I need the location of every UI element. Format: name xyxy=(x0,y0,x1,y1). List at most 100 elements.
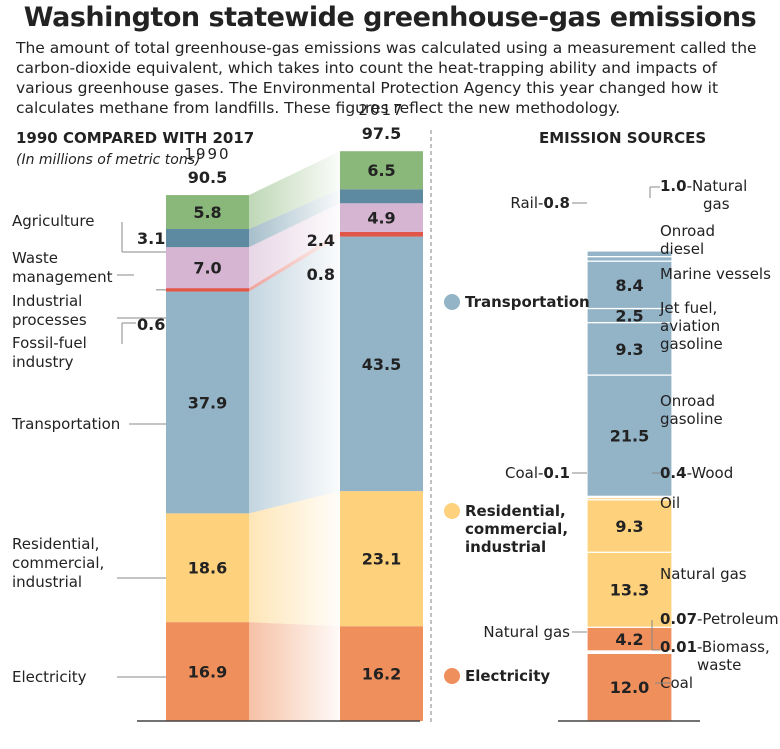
bar-segment xyxy=(340,231,423,237)
connector-band xyxy=(249,236,340,514)
source-segment xyxy=(586,260,673,310)
connector-band xyxy=(249,491,340,627)
year-label: 2017 xyxy=(358,101,404,119)
data-label: 12.0 xyxy=(610,678,649,697)
legend-label: Transportation xyxy=(465,293,590,311)
data-label: 8.4 xyxy=(615,276,643,295)
source-label: 0.4-Wood xyxy=(660,464,733,482)
source-label: Natural gas xyxy=(660,565,747,583)
data-label: 7.0 xyxy=(193,259,221,278)
data-label: 2.4 xyxy=(307,231,335,250)
source-label: Onroad xyxy=(660,392,715,410)
data-label: 16.9 xyxy=(188,663,227,682)
source-segment xyxy=(586,250,673,258)
category-label: Electricity xyxy=(12,668,87,686)
data-label: 23.1 xyxy=(362,550,401,569)
category-label: industry xyxy=(12,353,74,371)
total-label: 97.5 xyxy=(362,124,401,143)
category-label: Agriculture xyxy=(12,212,95,230)
data-label: 6.5 xyxy=(367,161,395,180)
data-label: 16.2 xyxy=(362,665,401,684)
data-label: 13.3 xyxy=(610,581,649,600)
source-label: gas xyxy=(703,195,730,213)
legend-swatch xyxy=(444,503,460,519)
category-label: commercial, xyxy=(12,554,104,572)
legend-label: Residential, xyxy=(465,502,566,520)
source-label: Natural gas xyxy=(483,623,570,641)
bar-segment xyxy=(166,513,249,623)
data-label: 9.3 xyxy=(615,340,643,359)
bar-segment xyxy=(340,236,423,492)
year-label: 1990 xyxy=(184,145,230,163)
bar-segment xyxy=(166,288,249,292)
data-label: 4.2 xyxy=(615,630,643,649)
source-segment xyxy=(586,499,673,553)
source-segment xyxy=(586,322,673,376)
source-label: aviation xyxy=(660,317,720,335)
connector-band xyxy=(249,189,340,248)
connector-band xyxy=(249,203,340,289)
data-label: 5.8 xyxy=(193,203,221,222)
data-label: 21.5 xyxy=(610,427,649,446)
source-label: Onroad xyxy=(660,222,715,240)
source-label: gasoline xyxy=(660,335,723,353)
source-segment xyxy=(586,374,673,497)
data-label: 0.8 xyxy=(307,265,335,284)
source-label: Jet fuel, xyxy=(659,299,717,317)
legend-swatch xyxy=(444,668,460,684)
connector-band xyxy=(249,151,340,230)
source-label: waste xyxy=(697,656,741,674)
category-label: Fossil-fuel xyxy=(12,334,87,352)
source-segment xyxy=(586,652,673,722)
data-label: 43.5 xyxy=(362,355,401,374)
chart-subtitle: The amount of total greenhouse-gas emiss… xyxy=(16,39,757,117)
source-label: 0.01-Biomass, xyxy=(660,638,770,656)
category-label: industrial xyxy=(12,573,82,591)
source-label: 1.0-Natural xyxy=(660,177,747,195)
data-label: 3.1 xyxy=(137,229,165,248)
source-label: gasoline xyxy=(660,410,723,428)
left-section-heading: 1990 COMPARED WITH 2017 xyxy=(16,129,255,147)
bar-segment xyxy=(166,229,249,248)
source-label: Oil xyxy=(660,494,680,512)
category-label: management xyxy=(12,268,113,286)
data-label: 9.3 xyxy=(615,517,643,536)
bar-segment xyxy=(340,626,423,721)
legend-label: Electricity xyxy=(465,667,550,685)
category-label: Industrial xyxy=(12,292,82,310)
category-label: processes xyxy=(12,311,87,329)
source-label: diesel xyxy=(660,240,704,258)
source-label: Coal-0.1 xyxy=(505,464,570,482)
legend-label: commercial, xyxy=(465,520,568,538)
bar-segment xyxy=(166,247,249,289)
source-label: Coal xyxy=(660,674,693,692)
units-note: (In millions of metric tons) xyxy=(16,152,201,168)
data-label: 37.9 xyxy=(188,393,227,412)
data-label: 2.5 xyxy=(615,307,643,326)
bar-segment xyxy=(166,622,249,721)
source-label: 0.07-Petroleum xyxy=(660,610,779,628)
data-label: 4.9 xyxy=(367,209,395,228)
category-label: Residential, xyxy=(12,535,99,553)
bar-segment xyxy=(340,491,423,627)
source-segment xyxy=(586,551,673,628)
source-label: Marine vessels xyxy=(660,265,771,283)
data-label: 18.6 xyxy=(188,559,227,578)
total-label: 90.5 xyxy=(188,168,227,187)
legend-swatch xyxy=(444,294,460,310)
legend-label: industrial xyxy=(465,538,546,556)
right-section-heading: EMISSION SOURCES xyxy=(539,129,707,147)
source-label: Rail-0.8 xyxy=(510,194,570,212)
data-label: 0.6 xyxy=(137,315,165,334)
bar-segment xyxy=(166,195,249,230)
bar-segment xyxy=(166,291,249,514)
category-label: Transportation xyxy=(11,415,120,433)
category-label: Waste xyxy=(12,249,58,267)
bar-segment xyxy=(340,203,423,232)
bar-segment xyxy=(340,189,423,204)
chart-title: Washington statewide greenhouse-gas emis… xyxy=(23,2,757,33)
connector-band xyxy=(249,622,340,721)
bar-segment xyxy=(340,151,423,190)
connector-band xyxy=(249,231,340,292)
